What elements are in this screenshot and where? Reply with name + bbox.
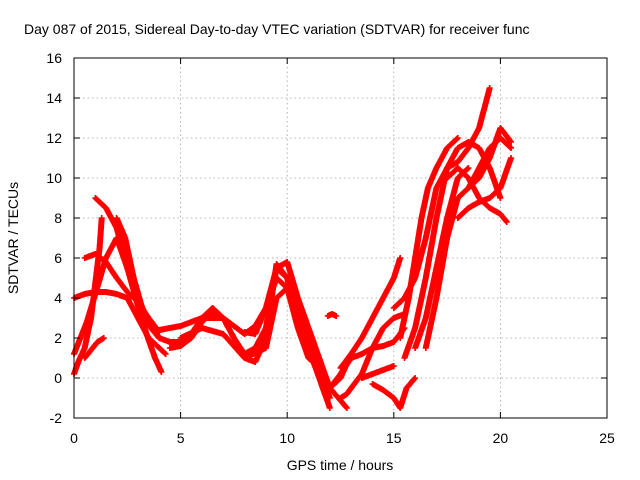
y-tick-label: 12	[46, 130, 62, 146]
y-tick-label: 0	[54, 370, 62, 386]
x-tick-labels: 0 5 10 15 20 25	[70, 430, 615, 446]
series-18-markers	[358, 363, 397, 381]
y-tick-label: 14	[46, 90, 62, 106]
series-25-markers	[454, 155, 515, 221]
series-14-markers	[324, 311, 340, 319]
series-21-markers	[401, 139, 504, 361]
series-25	[454, 155, 515, 221]
series-15-markers	[337, 255, 404, 371]
series-9	[177, 285, 323, 371]
x-axis-title: GPS time / hours	[287, 457, 394, 473]
series-17	[369, 375, 419, 411]
series-26-markers	[465, 125, 515, 191]
series-6	[113, 215, 163, 341]
series-12-markers	[326, 385, 350, 411]
grid-lines	[74, 58, 607, 418]
series-17-markers	[369, 375, 419, 411]
plot-frame	[73, 57, 608, 419]
y-axis-title: SDTVAR / TECUs	[5, 182, 21, 294]
y-tick-label: 2	[54, 330, 62, 346]
series-14	[324, 311, 340, 319]
series-26	[465, 125, 515, 191]
x-tick-label: 15	[386, 430, 402, 446]
series-3-markers	[81, 335, 107, 361]
series-9-markers	[177, 285, 323, 371]
series-12	[326, 385, 350, 411]
series-20	[397, 135, 461, 341]
y-tick-label: 10	[46, 170, 62, 186]
series-3	[81, 335, 107, 361]
chart-title: Day 087 of 2015, Sidereal Day-to-day VTE…	[24, 21, 530, 37]
x-tick-label: 10	[279, 430, 295, 446]
series-21	[401, 139, 504, 361]
series-15	[337, 255, 404, 371]
axis-ticks	[73, 57, 608, 419]
series-16	[348, 311, 408, 391]
series-18	[358, 363, 397, 381]
series-20-markers	[397, 135, 461, 341]
data-points	[71, 85, 515, 411]
series-22-markers	[412, 165, 472, 351]
series-6-markers	[113, 215, 163, 341]
y-tick-label: 6	[54, 250, 62, 266]
y-tick-label: -2	[50, 410, 63, 426]
y-tick-label: 16	[46, 50, 62, 66]
series-24	[444, 165, 510, 225]
series-24-markers	[444, 165, 510, 225]
y-tick-label: 8	[54, 210, 62, 226]
series-22	[412, 165, 472, 351]
y-tick-label: 4	[54, 290, 62, 306]
x-tick-label: 0	[70, 430, 78, 446]
series-16-markers	[348, 311, 408, 391]
x-tick-label: 5	[177, 430, 185, 446]
x-tick-label: 20	[493, 430, 509, 446]
x-tick-label: 25	[599, 430, 615, 446]
y-tick-labels: -2 0 2 4 6 8 10 12 14 16	[46, 50, 62, 426]
